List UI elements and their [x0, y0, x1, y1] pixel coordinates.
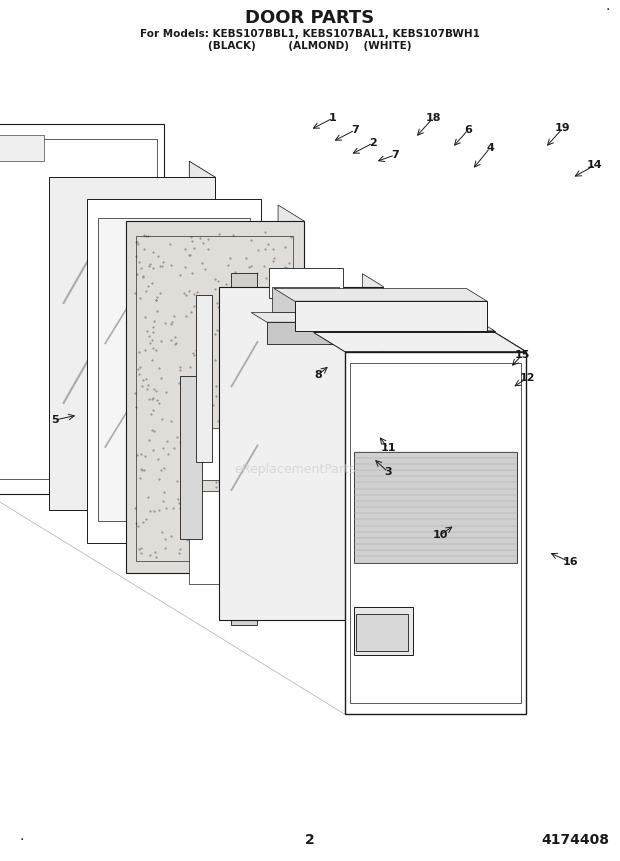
Polygon shape — [268, 268, 342, 298]
Text: 7: 7 — [351, 125, 359, 135]
Text: ·: · — [606, 3, 610, 17]
Text: 16: 16 — [562, 557, 578, 567]
Text: 15: 15 — [515, 350, 529, 360]
Text: 4174408: 4174408 — [541, 833, 609, 847]
Text: 2: 2 — [369, 138, 377, 148]
Polygon shape — [180, 376, 202, 539]
Polygon shape — [345, 337, 371, 362]
Polygon shape — [354, 607, 414, 655]
Polygon shape — [0, 474, 164, 494]
Text: 11: 11 — [380, 443, 396, 453]
Polygon shape — [495, 332, 526, 715]
Polygon shape — [272, 287, 339, 313]
Polygon shape — [294, 301, 487, 331]
Polygon shape — [251, 313, 446, 322]
Polygon shape — [219, 287, 383, 620]
Polygon shape — [98, 218, 249, 521]
Polygon shape — [267, 322, 446, 344]
Polygon shape — [231, 273, 257, 624]
Polygon shape — [314, 332, 526, 351]
Polygon shape — [345, 351, 526, 715]
Polygon shape — [189, 491, 245, 584]
Polygon shape — [0, 135, 44, 161]
Polygon shape — [435, 315, 495, 331]
Text: ·: · — [20, 833, 24, 847]
Text: 18: 18 — [425, 113, 441, 123]
Polygon shape — [264, 397, 278, 600]
Text: 10: 10 — [432, 530, 448, 540]
Polygon shape — [278, 205, 304, 573]
Polygon shape — [189, 161, 215, 511]
Text: 4: 4 — [486, 143, 494, 153]
Polygon shape — [0, 124, 164, 494]
Text: eReplacementParts.com: eReplacementParts.com — [234, 463, 386, 476]
Text: 6: 6 — [464, 125, 472, 135]
Polygon shape — [195, 295, 212, 461]
Text: DOOR PARTS: DOOR PARTS — [246, 9, 374, 27]
Polygon shape — [126, 221, 304, 573]
Polygon shape — [49, 177, 215, 511]
Text: 2: 2 — [305, 833, 315, 847]
Text: 1: 1 — [329, 113, 337, 123]
Polygon shape — [461, 331, 495, 678]
Polygon shape — [363, 274, 383, 620]
Text: 12: 12 — [520, 373, 534, 383]
Polygon shape — [202, 428, 221, 480]
Polygon shape — [356, 615, 408, 652]
Polygon shape — [354, 452, 517, 562]
Polygon shape — [87, 199, 260, 543]
Text: 19: 19 — [555, 123, 571, 133]
Text: 8: 8 — [314, 370, 322, 380]
Text: 7: 7 — [391, 150, 399, 160]
Polygon shape — [274, 288, 487, 301]
Text: For Models: KEBS107BBL1, KEBS107BAL1, KEBS107BWH1: For Models: KEBS107BBL1, KEBS107BAL1, KE… — [140, 29, 480, 39]
Text: 5: 5 — [51, 415, 59, 425]
Text: 3: 3 — [384, 467, 392, 477]
Text: (BLACK)         (ALMOND)    (WHITE): (BLACK) (ALMOND) (WHITE) — [208, 41, 412, 51]
Text: 14: 14 — [587, 160, 603, 170]
Polygon shape — [0, 139, 157, 480]
